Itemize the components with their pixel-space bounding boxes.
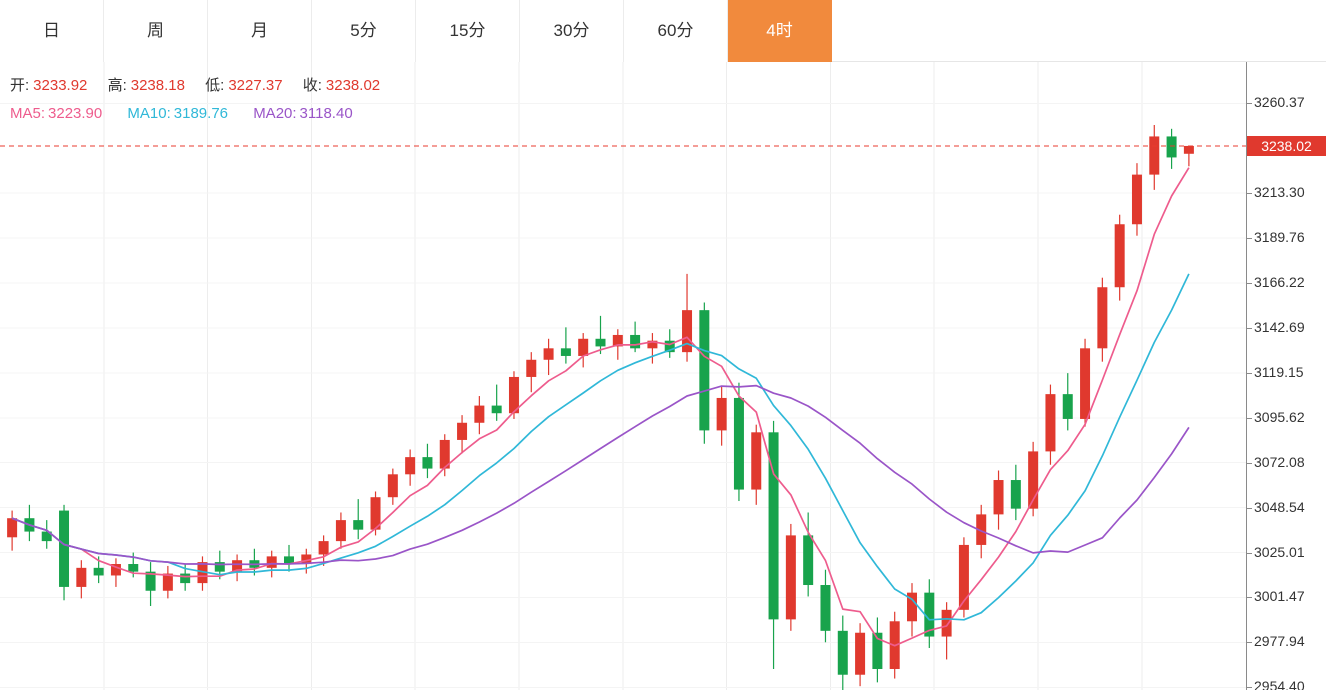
high-value: 3238.18 bbox=[130, 77, 185, 94]
y-axis-tick bbox=[1247, 597, 1252, 599]
y-axis: 3238.02 3260.37 3213.30 3189.76 3166.22 3142… bbox=[1246, 62, 1326, 690]
y-axis-label: 3025.01 bbox=[1254, 543, 1305, 560]
y-axis-label: 3166.22 bbox=[1254, 274, 1305, 290]
open-label: 开: bbox=[10, 77, 30, 94]
y-axis-label: 3189.76 bbox=[1254, 229, 1305, 246]
y-axis-label: 3142.69 bbox=[1254, 318, 1305, 335]
close-value: 3238.02 bbox=[325, 77, 381, 94]
y-axis-label: 3072.08 bbox=[1254, 453, 1305, 470]
high-label: 高: bbox=[107, 77, 127, 94]
tab-15min[interactable]: 15分 bbox=[416, 0, 520, 62]
y-axis-tick bbox=[1247, 417, 1252, 419]
candlestick-chart[interactable] bbox=[0, 62, 1246, 690]
ohlc-close: 收: 3238.02 bbox=[303, 77, 396, 94]
ohlc-high: 高: 3238.18 bbox=[108, 77, 201, 94]
y-axis-tick bbox=[1247, 552, 1252, 554]
ma10-legend: MA10: 3189.76 bbox=[127, 105, 229, 122]
tab-week[interactable]: 周 bbox=[104, 0, 208, 62]
current-price-badge: 3238.02 bbox=[1247, 135, 1326, 156]
chart-legend: 开: 3233.92 高: 3238.18 低: 3227.37 收: 3238.02 … bbox=[10, 72, 396, 128]
y-axis-label: 3001.47 bbox=[1254, 588, 1305, 605]
ma-legend-row: MA5: 3223.90 MA10: 3189.76 MA20: 3118.40 bbox=[10, 100, 396, 128]
y-axis-tick bbox=[1247, 283, 1252, 284]
ohlc-open: 开: 3233.92 bbox=[10, 77, 103, 94]
y-axis-tick bbox=[1247, 103, 1252, 105]
y-axis-tick bbox=[1247, 193, 1252, 195]
y-axis-label: 3213.30 bbox=[1254, 184, 1305, 201]
y-axis-tick bbox=[1247, 372, 1252, 374]
y-axis-label: 3119.15 bbox=[1254, 363, 1304, 380]
y-axis-label: 2977.94 bbox=[1254, 633, 1305, 650]
open-value: 3233.92 bbox=[33, 77, 88, 94]
y-axis-tick bbox=[1247, 327, 1252, 329]
y-axis-label: 3095.62 bbox=[1254, 408, 1305, 425]
y-axis-label: 2954.40 bbox=[1254, 678, 1305, 690]
y-axis-label: 3260.37 bbox=[1254, 94, 1305, 111]
y-axis-tick bbox=[1247, 462, 1252, 464]
low-value: 3227.37 bbox=[228, 77, 283, 94]
tab-month[interactable]: 月 bbox=[208, 0, 312, 62]
y-axis-tick bbox=[1247, 238, 1252, 240]
tab-60min[interactable]: 60分 bbox=[624, 0, 728, 62]
y-axis-tick bbox=[1247, 687, 1252, 689]
interval-tabbar: 日 周 月 5分 15分 30分 60分 4时 bbox=[0, 0, 1326, 62]
low-label: 低: bbox=[205, 77, 225, 94]
tab-day[interactable]: 日 bbox=[0, 0, 104, 62]
tab-5min[interactable]: 5分 bbox=[312, 0, 416, 62]
ohlc-legend-row: 开: 3233.92 高: 3238.18 低: 3227.37 收: 3238.02 bbox=[10, 72, 396, 100]
y-axis-label: 3048.54 bbox=[1254, 498, 1305, 515]
tab-4hour[interactable]: 4时 bbox=[728, 0, 832, 62]
y-axis-tick bbox=[1247, 507, 1252, 509]
chart-plot-area[interactable]: 开: 3233.92 高: 3238.18 低: 3227.37 收: 3238.02 … bbox=[0, 62, 1246, 690]
tab-30min[interactable]: 30分 bbox=[520, 0, 624, 62]
close-label: 收: bbox=[302, 77, 322, 94]
ma5-legend: MA5: 3223.90 bbox=[10, 105, 103, 122]
ma20-legend: MA20: 3118.40 bbox=[253, 105, 353, 122]
ohlc-low: 低: 3227.37 bbox=[205, 77, 298, 94]
y-axis-tick bbox=[1247, 642, 1252, 644]
